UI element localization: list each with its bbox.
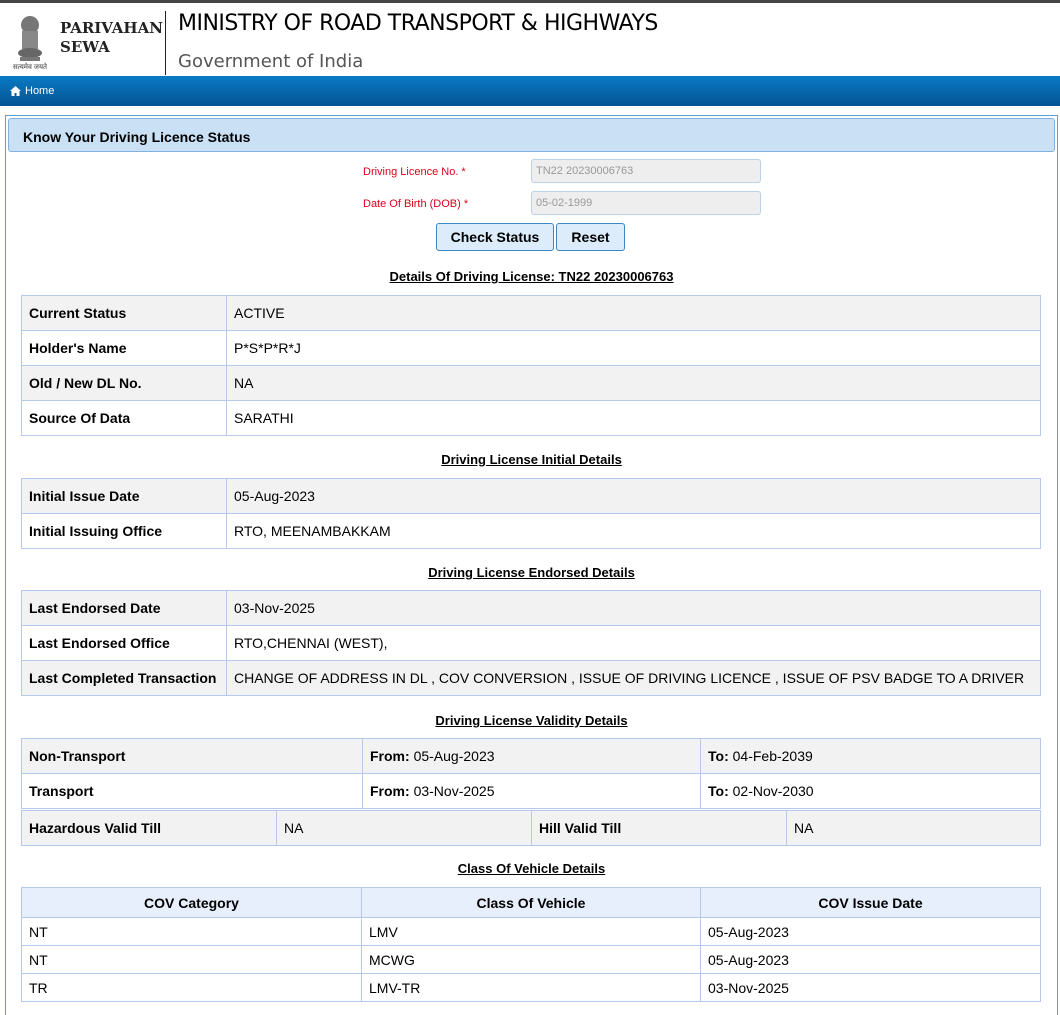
cov-section-title: Class Of Vehicle Details [457, 861, 606, 876]
cell: LMV-TR [361, 973, 701, 1002]
dob-label: Date Of Birth (DOB) * [363, 198, 469, 210]
from-value: 05-Aug-2023 [413, 748, 495, 764]
brand-line2: SEWA [60, 38, 110, 56]
cell: 03-Nov-2025 [700, 973, 1041, 1002]
table-row: Last Endorsed Office RTO,CHENNAI (WEST), [21, 625, 1041, 661]
table-row: Holder's Name P*S*P*R*J [21, 330, 1041, 366]
validity-section-title: Driving License Validity Details [435, 713, 628, 728]
cell: NT [21, 917, 362, 946]
old-new-dl-value: NA [226, 365, 1041, 401]
to-cell: To: 04-Feb-2039 [700, 738, 1041, 774]
cell: MCWG [361, 945, 701, 974]
from-label: From: [370, 748, 410, 764]
label: Last Completed Transaction [21, 660, 227, 696]
cell: 05-Aug-2023 [700, 945, 1041, 974]
national-emblem-logo: सत्यमेव जयते [13, 16, 48, 71]
table-row: Transport From: 03-Nov-2025 To: 02-Nov-203… [21, 773, 1041, 809]
value: NA [786, 810, 1041, 846]
cell: LMV [361, 917, 701, 946]
label: Last Endorsed Date [21, 590, 227, 626]
label: Current Status [21, 295, 227, 331]
label: Holder's Name [21, 330, 227, 366]
panel-title: Know Your Driving Licence Status [8, 118, 1055, 152]
nav-bar: Home [0, 76, 1060, 106]
holder-name-value: P*S*P*R*J [226, 330, 1041, 366]
column-header: Class Of Vehicle [361, 887, 701, 918]
value: CHANGE OF ADDRESS IN DL , COV CONVERSION… [226, 660, 1041, 696]
dl-number-label: Driving Licence No. * [363, 166, 466, 178]
from-value: 03-Nov-2025 [413, 783, 495, 799]
label: Hazardous Valid Till [21, 810, 277, 846]
table-row: NT MCWG 05-Aug-2023 [21, 945, 1041, 974]
table-row: Non-Transport From: 05-Aug-2023 To: 04-Feb… [21, 738, 1041, 774]
value: 05-Aug-2023 [226, 478, 1041, 514]
to-cell: To: 02-Nov-2030 [700, 773, 1041, 809]
initial-section-title: Driving License Initial Details [441, 452, 622, 467]
reset-button[interactable]: Reset [556, 223, 625, 251]
initial-table: Initial Issue Date 05-Aug-2023 Initial Is… [21, 478, 1041, 549]
details-section-title: Details Of Driving License: TN22 2023000… [389, 269, 674, 284]
top-bar [0, 0, 1060, 3]
table-row: Hazardous Valid Till NA Hill Valid Till NA [21, 810, 1041, 846]
table-row: Initial Issue Date 05-Aug-2023 [21, 478, 1041, 514]
value: 03-Nov-2025 [226, 590, 1041, 626]
label: Transport [21, 773, 363, 809]
government-subtitle: Government of India [178, 51, 364, 72]
from-label: From: [370, 783, 410, 799]
table-row: Last Completed Transaction CHANGE OF ADDR… [21, 660, 1041, 696]
table-row: Source Of Data SARATHI [21, 400, 1041, 436]
home-icon[interactable] [10, 86, 21, 96]
column-header: COV Issue Date [700, 887, 1041, 918]
divider [165, 11, 166, 75]
label: Hill Valid Till [531, 810, 787, 846]
from-cell: From: 03-Nov-2025 [362, 773, 701, 809]
column-header: COV Category [21, 887, 362, 918]
table-row: Last Endorsed Date 03-Nov-2025 [21, 590, 1041, 626]
brand-name: PARIVAHAN SEWA [60, 19, 163, 57]
label: Old / New DL No. [21, 365, 227, 401]
details-table: Current Status ACTIVE Holder's Name P*S*P*… [21, 295, 1041, 436]
dob-input[interactable] [531, 191, 761, 215]
label: Initial Issuing Office [21, 513, 227, 549]
cell: NT [21, 945, 362, 974]
table-header-row: COV Category Class Of Vehicle COV Issue Da… [21, 887, 1041, 918]
current-status-value: ACTIVE [226, 295, 1041, 331]
label: Last Endorsed Office [21, 625, 227, 661]
table-row: TR LMV-TR 03-Nov-2025 [21, 973, 1041, 1002]
table-row: Current Status ACTIVE [21, 295, 1041, 331]
site-header: सत्यमेव जयते PARIVAHAN SEWA MINISTRY OF R… [0, 3, 1060, 75]
to-value: 04-Feb-2039 [732, 748, 813, 764]
to-label: To: [708, 748, 729, 764]
dl-number-input[interactable] [531, 159, 761, 183]
cell: 05-Aug-2023 [700, 917, 1041, 946]
table-row: NT LMV 05-Aug-2023 [21, 917, 1041, 946]
to-label: To: [708, 783, 729, 799]
endorsed-section-title: Driving License Endorsed Details [428, 565, 635, 580]
table-row: Old / New DL No. NA [21, 365, 1041, 401]
table-row: Initial Issuing Office RTO, MEENAMBAKKAM [21, 513, 1041, 549]
from-cell: From: 05-Aug-2023 [362, 738, 701, 774]
label: Initial Issue Date [21, 478, 227, 514]
source-value: SARATHI [226, 400, 1041, 436]
value: RTO, MEENAMBAKKAM [226, 513, 1041, 549]
value: RTO,CHENNAI (WEST), [226, 625, 1041, 661]
label: Non-Transport [21, 738, 363, 774]
cov-table: COV Category Class Of Vehicle COV Issue Da… [21, 887, 1041, 1002]
ministry-title: MINISTRY OF ROAD TRANSPORT & HIGHWAYS [178, 11, 658, 36]
cell: TR [21, 973, 362, 1002]
hazard-hill-table: Hazardous Valid Till NA Hill Valid Till NA [21, 810, 1041, 846]
nav-home-link[interactable]: Home [25, 85, 55, 97]
validity-table: Non-Transport From: 05-Aug-2023 To: 04-Feb… [21, 738, 1041, 809]
svg-text:सत्यमेव जयते: सत्यमेव जयते [13, 62, 48, 71]
label: Source Of Data [21, 400, 227, 436]
check-status-button[interactable]: Check Status [436, 223, 554, 251]
dl-status-panel: Know Your Driving Licence Status Driving… [5, 115, 1058, 1015]
to-value: 02-Nov-2030 [732, 783, 814, 799]
value: NA [276, 810, 532, 846]
endorsed-table: Last Endorsed Date 03-Nov-2025 Last Endor… [21, 590, 1041, 696]
brand-line1: PARIVAHAN [60, 19, 163, 37]
